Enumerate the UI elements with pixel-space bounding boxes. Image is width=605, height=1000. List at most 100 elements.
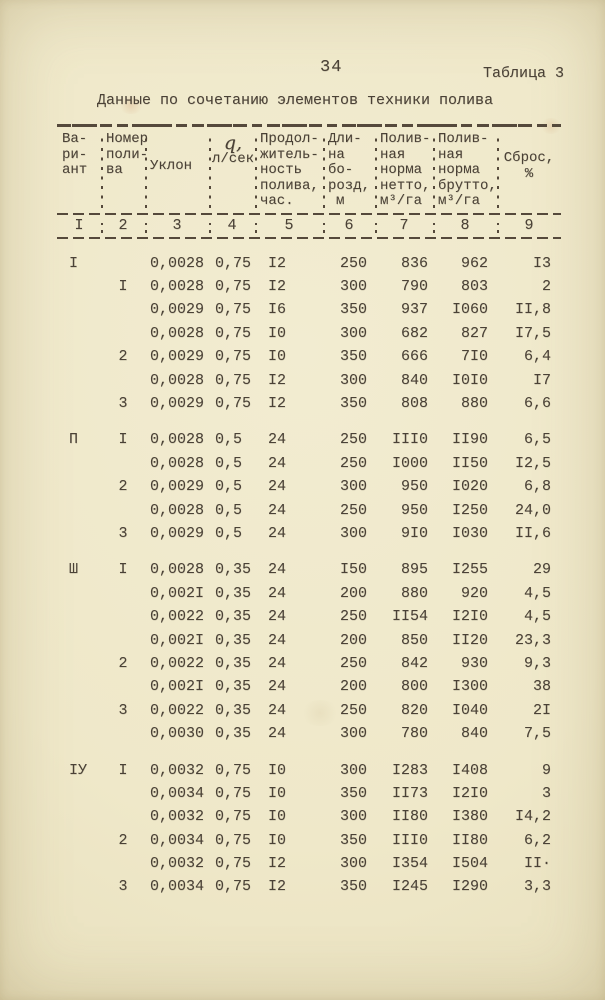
table-cell: 6,4: [523, 348, 551, 366]
table-cell: 24: [268, 454, 287, 472]
table-cell: I6: [268, 301, 287, 319]
table-cell: 780: [400, 725, 428, 743]
table-cell: 895: [400, 561, 428, 579]
table-cell: 0,35: [215, 725, 252, 743]
table-row: 0,002I 0,35 24 200 800 I300 38: [57, 675, 561, 698]
table-cell: 24: [268, 608, 287, 626]
table-cell: 0,0032: [149, 808, 204, 826]
table-row: 0,0034 0,75 I0 350 II73 I2I0 3: [57, 782, 561, 805]
table-cell: I0: [268, 808, 287, 826]
table-cell: 2: [118, 478, 128, 496]
variant-group: IУ I 0,0032 0,75 I0 300 I283 I408 9 0,0034 0,75 I0 3…: [57, 758, 561, 898]
table-cell: 840: [460, 725, 488, 743]
column-header: Сброс,%: [497, 132, 561, 210]
table-cell: I290: [451, 878, 488, 896]
table-cell: 250: [339, 431, 367, 449]
table-cell: 0,75: [215, 784, 252, 802]
variant-group: Ш I 0,0028 0,35 24 I50 895 I255 29 0,002I 0,35 24 20…: [57, 558, 561, 745]
table-cell: 950: [400, 501, 428, 519]
table-cell: 0,0028: [149, 371, 204, 389]
table-cell: 0,5: [215, 501, 243, 519]
table-cell: 880: [460, 395, 488, 413]
table-row: 0,0022 0,35 24 250 II54 I2I0 4,5: [57, 605, 561, 628]
table-cell: I: [118, 561, 128, 579]
table-cell: 880: [400, 584, 428, 602]
page-number: 34: [320, 58, 343, 77]
table-cell: IУ: [69, 761, 88, 779]
table-cell: I0I0: [451, 371, 488, 389]
table-cell: I: [118, 278, 128, 296]
table-cell: 0,5: [215, 524, 243, 542]
table-cell: 24: [268, 501, 287, 519]
table-cell: 24: [268, 524, 287, 542]
table-cell: 200: [339, 678, 367, 696]
table-cell: 666: [400, 348, 428, 366]
table-row: П I 0,0028 0,5 24 250 III0 II90 6,5: [57, 428, 561, 451]
table-cell: 38: [532, 678, 551, 696]
table-cell: I504: [451, 855, 488, 873]
table-cell: 200: [339, 584, 367, 602]
table-cell: 950: [400, 478, 428, 496]
column-number: 4: [209, 217, 255, 234]
table-cell: 2: [118, 654, 128, 672]
table-cell: 962: [460, 254, 488, 272]
column-header: Полив-ная норма нетто, м³/га: [375, 131, 433, 210]
table-cell: 0,0029: [149, 524, 204, 542]
table-cell: I7: [532, 371, 551, 389]
column-header: Дли-на бо-розд, м: [323, 131, 375, 210]
table-cell: 6,8: [523, 478, 551, 496]
table-cell: Ш: [69, 561, 79, 579]
table-cell: 0,0028: [149, 454, 204, 472]
table-cell: 0,0028: [149, 561, 204, 579]
table-cell: 0,002I: [149, 678, 204, 696]
table-cell: 350: [339, 784, 367, 802]
table-cell: 300: [339, 725, 367, 743]
table-cell: 0,0028: [149, 278, 204, 296]
table-row: 0,0029 0,75 I6 350 937 I060 II,8: [57, 298, 561, 321]
table-cell: I030: [451, 524, 488, 542]
table-cell: 300: [339, 855, 367, 873]
table-cell: 0,0022: [149, 701, 204, 719]
table-cell: 0,0029: [149, 348, 204, 366]
table-cell: 937: [400, 301, 428, 319]
column-number-rule: [57, 236, 561, 239]
table-cell: I: [118, 761, 128, 779]
table-cell: I3: [532, 254, 551, 272]
table-cell: II·: [523, 855, 551, 873]
table-cell: 9,3: [523, 654, 551, 672]
table-cell: 0,0028: [149, 431, 204, 449]
table-cell: 2: [118, 348, 128, 366]
table-cell: 250: [339, 608, 367, 626]
table-cell: I255: [451, 561, 488, 579]
table-cell: I000: [391, 454, 428, 472]
column-number: 9: [497, 217, 561, 234]
table-row: 2 0,0022 0,35 24 250 842 930 9,3: [57, 652, 561, 675]
table-cell: 827: [460, 324, 488, 342]
table-cell: I0: [268, 761, 287, 779]
table-cell: 24,0: [514, 501, 551, 519]
table-cell: 0,5: [215, 454, 243, 472]
table-cell: 808: [400, 395, 428, 413]
table-cell: 350: [339, 348, 367, 366]
table-cell: 24: [268, 561, 287, 579]
table-row: 0,0030 0,35 24 300 780 840 7,5: [57, 722, 561, 745]
table-cell: 0,0034: [149, 878, 204, 896]
table-cell: 24: [268, 631, 287, 649]
table-cell: 250: [339, 254, 367, 272]
table-cell: 0,002I: [149, 631, 204, 649]
table-cell: 0,0034: [149, 831, 204, 849]
table-cell: 4,5: [523, 608, 551, 626]
table-cell: 6,2: [523, 831, 551, 849]
column-number: 8: [433, 217, 497, 234]
table-cell: I040: [451, 701, 488, 719]
table-cell: I2: [268, 878, 287, 896]
table-cell: III0: [391, 431, 428, 449]
table-cell: I2: [268, 278, 287, 296]
table-cell: I: [69, 254, 79, 272]
table-cell: 0,0032: [149, 761, 204, 779]
table-cell: 3,3: [523, 878, 551, 896]
table-cell: I7,5: [514, 324, 551, 342]
table-cell: I245: [391, 878, 428, 896]
table-cell: 350: [339, 831, 367, 849]
